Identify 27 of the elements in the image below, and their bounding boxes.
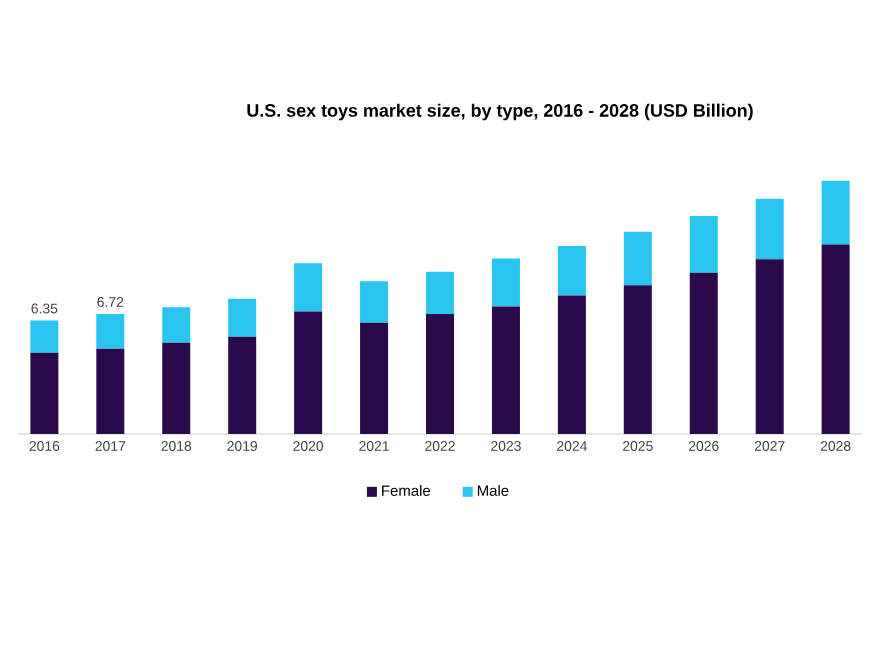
bar xyxy=(557,246,586,296)
bar xyxy=(821,180,850,245)
bar xyxy=(30,320,59,353)
bar xyxy=(557,295,586,434)
bar xyxy=(623,231,652,286)
bar xyxy=(755,198,784,260)
bar xyxy=(755,259,784,434)
bar xyxy=(360,322,389,434)
bar xyxy=(162,342,191,434)
bar xyxy=(491,258,520,307)
bar xyxy=(426,271,455,314)
bar xyxy=(426,313,455,434)
bar xyxy=(360,281,389,323)
bar xyxy=(162,307,191,343)
bar xyxy=(294,263,323,312)
bar xyxy=(228,336,257,434)
bar xyxy=(689,272,718,434)
bar xyxy=(623,285,652,434)
bar xyxy=(228,298,257,337)
bar xyxy=(30,352,59,434)
bar xyxy=(821,244,850,434)
bar xyxy=(689,215,718,273)
bar xyxy=(294,311,323,434)
bar xyxy=(96,313,125,349)
bar xyxy=(491,306,520,434)
chart-title: U.S. sex toys market size, by type, 2016 - 2028 (USD Billion) xyxy=(247,103,753,121)
bar xyxy=(96,348,125,434)
